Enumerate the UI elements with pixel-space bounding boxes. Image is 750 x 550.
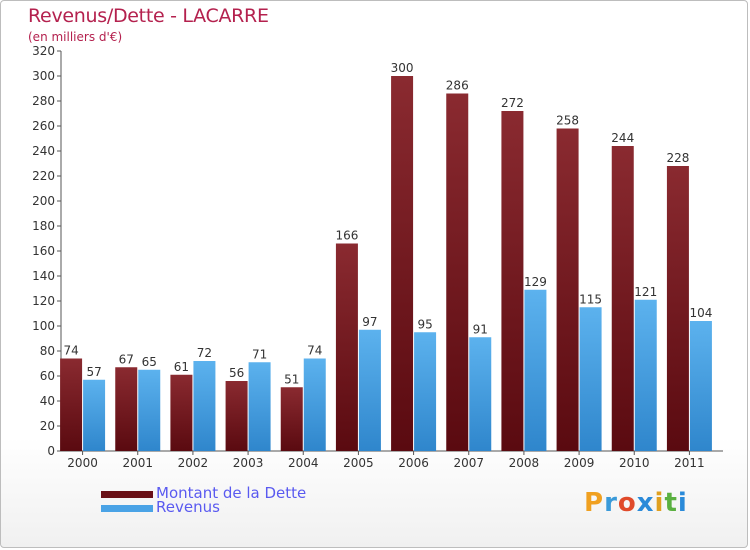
y-tick-label: 160	[32, 244, 55, 258]
bar-revenue	[414, 332, 437, 451]
y-tick-label: 300	[32, 69, 55, 83]
y-tick-label: 100	[32, 319, 55, 333]
logo-letter: i	[654, 488, 665, 518]
bar-value-label: 272	[501, 96, 524, 110]
bar-revenue	[689, 321, 712, 451]
logo-letter: i	[677, 488, 688, 518]
y-tick-label: 220	[32, 169, 55, 183]
y-tick-label: 200	[32, 194, 55, 208]
bar-debt	[666, 166, 689, 451]
bar-value-label: 61	[174, 360, 189, 374]
bar-debt	[556, 128, 579, 451]
bar-value-label: 91	[473, 322, 488, 336]
bar-revenue	[634, 299, 657, 451]
bar-value-label: 115	[579, 292, 602, 306]
x-tick-label: 2011	[674, 456, 705, 470]
bar-debt	[611, 146, 634, 451]
bar-debt	[225, 381, 248, 451]
y-tick-label: 320	[32, 44, 55, 58]
bar-value-label: 74	[63, 344, 78, 358]
bar-revenue	[524, 289, 547, 451]
x-tick-label: 2001	[122, 456, 153, 470]
y-tick-label: 80	[40, 344, 55, 358]
legend-label-revenue: Revenus	[156, 498, 220, 516]
x-tick-label: 2004	[288, 456, 319, 470]
y-tick-label: 140	[32, 269, 55, 283]
bar-revenue	[193, 361, 216, 451]
y-tick-label: 240	[32, 144, 55, 158]
bar-debt	[170, 374, 193, 451]
bar-value-label: 95	[417, 317, 432, 331]
bar-revenue	[303, 358, 326, 451]
x-tick-label: 2002	[178, 456, 209, 470]
bar-debt	[391, 76, 414, 451]
bar-value-label: 57	[86, 365, 101, 379]
logo-letter: t	[664, 488, 678, 518]
x-tick-label: 2005	[343, 456, 374, 470]
bar-value-label: 104	[689, 306, 712, 320]
bar-revenue	[248, 362, 271, 451]
bar-revenue	[358, 329, 381, 451]
bar-value-label: 228	[666, 151, 689, 165]
bar-revenue	[138, 369, 161, 451]
chart-title: Revenus/Dette - LACARRE	[28, 5, 269, 27]
x-tick-label: 2000	[67, 456, 98, 470]
bar-debt	[335, 243, 358, 451]
bar-value-label: 51	[284, 372, 299, 386]
legend-swatch-debt	[101, 491, 153, 498]
logo-letter: o	[617, 488, 637, 518]
proxiti-logo: Proxiti	[584, 488, 688, 518]
y-tick-label: 180	[32, 219, 55, 233]
bar-value-label: 129	[524, 275, 547, 289]
bar-value-label: 244	[611, 131, 634, 145]
x-tick-label: 2006	[398, 456, 429, 470]
x-tick-label: 2008	[509, 456, 540, 470]
bar-revenue	[469, 337, 492, 451]
y-tick-label: 0	[47, 444, 55, 458]
bar-value-label: 166	[335, 229, 358, 243]
bar-debt	[60, 358, 83, 451]
y-axis: 0 20 40 60 80 100 120 140 160 180 200 220 240 260 280 3…	[32, 44, 62, 458]
bar-value-label: 97	[362, 315, 377, 329]
bar-revenue	[83, 379, 106, 451]
x-tick-label: 2010	[619, 456, 650, 470]
bar-value-label: 56	[229, 366, 244, 380]
bar-value-label: 72	[197, 346, 212, 360]
y-tick-label: 120	[32, 294, 55, 308]
bar-value-label: 74	[307, 344, 322, 358]
bar-debt	[501, 111, 524, 451]
x-tick-label: 2007	[453, 456, 484, 470]
legend-label-debt: Montant de la Dette	[156, 484, 307, 502]
y-tick-label: 280	[32, 94, 55, 108]
bar-value-label: 258	[556, 114, 579, 128]
logo-letter: P	[584, 488, 605, 518]
bar-labels: 74 57 67 65 61 72 56 71 51 74 166 97 300 95 286 91 272 12…	[63, 61, 712, 386]
y-tick-label: 40	[40, 394, 55, 408]
chart-subtitle: (en milliers d'€)	[28, 30, 123, 44]
bar-debt	[280, 387, 303, 451]
bar-revenue	[579, 307, 602, 451]
bar-value-label: 121	[634, 285, 657, 299]
bar-value-label: 286	[446, 79, 469, 93]
bar-value-label: 300	[391, 61, 414, 75]
y-tick-label: 20	[40, 419, 55, 433]
x-axis: 2000 2001 2002 2003 2004 2005 2006 2007 2008 2009…	[61, 450, 723, 470]
bar-value-label: 65	[142, 355, 157, 369]
x-tick-label: 2003	[233, 456, 264, 470]
bars	[60, 76, 712, 451]
logo-letter: x	[636, 488, 655, 518]
y-tick-label: 260	[32, 119, 55, 133]
bar-value-label: 67	[119, 352, 134, 366]
bar-debt	[446, 93, 469, 451]
logo-letter: r	[604, 488, 618, 518]
legend-swatch-revenue	[101, 505, 153, 512]
bar-value-label: 71	[252, 347, 267, 361]
x-tick-label: 2009	[564, 456, 595, 470]
y-tick-label: 60	[40, 369, 55, 383]
bar-debt	[115, 367, 138, 451]
